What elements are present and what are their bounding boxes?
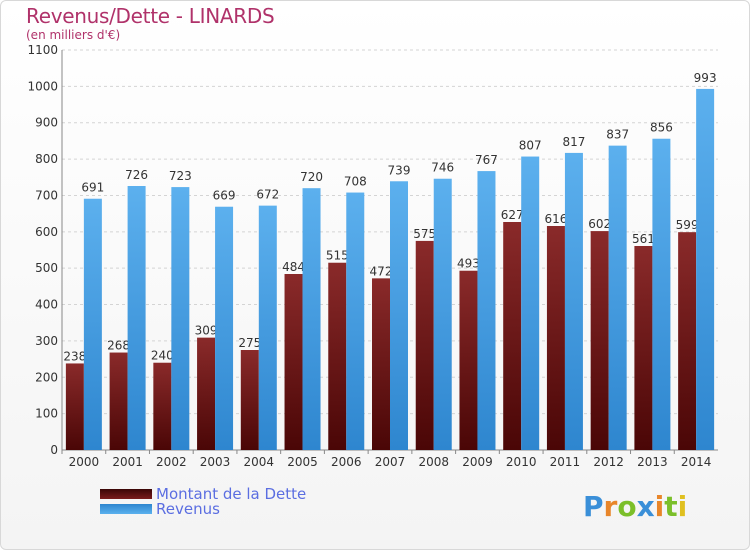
y-tick-label: 600 <box>35 225 58 239</box>
bar-dette <box>153 362 172 450</box>
x-tick-label: 2004 <box>244 455 275 469</box>
bar-revenus <box>696 88 715 450</box>
data-label-dette: 275 <box>238 336 261 350</box>
data-label-revenus: 726 <box>125 168 148 182</box>
x-tick-label: 2005 <box>287 455 318 469</box>
bar-dette <box>503 222 522 450</box>
y-tick-label: 100 <box>35 407 58 421</box>
bar-revenus <box>127 186 146 450</box>
data-label-revenus: 672 <box>256 188 279 202</box>
data-label-revenus: 807 <box>519 139 542 153</box>
x-tick-label: 2014 <box>681 455 712 469</box>
data-label-revenus: 720 <box>300 170 323 184</box>
data-label-dette: 602 <box>588 217 611 231</box>
data-label-dette: 484 <box>282 260 305 274</box>
bar-dette <box>634 246 653 450</box>
bar-dette <box>109 352 128 450</box>
legend: Montant de la Dette Revenus <box>100 484 307 518</box>
y-tick-label: 800 <box>35 152 58 166</box>
chart-title: Revenus/Dette - LINARDS <box>26 4 275 28</box>
x-tick-label: 2006 <box>331 455 362 469</box>
x-tick-label: 2009 <box>462 455 493 469</box>
bar-revenus <box>390 181 408 451</box>
bar-dette <box>590 231 609 450</box>
data-label-dette: 309 <box>195 324 218 338</box>
data-label-revenus: 767 <box>475 153 498 167</box>
bar-dette <box>284 274 303 450</box>
data-label-dette: 561 <box>632 232 655 246</box>
bar-revenus <box>652 138 671 450</box>
bar-revenus <box>608 145 627 451</box>
x-tick-label: 2003 <box>200 455 231 469</box>
bar-revenus <box>564 152 583 450</box>
y-tick-label: 300 <box>35 334 58 348</box>
x-tick-label: 2012 <box>593 455 624 469</box>
chart-subtitle: (en milliers d'€) <box>26 28 121 42</box>
data-label-dette: 575 <box>413 227 436 241</box>
x-tick-label: 2007 <box>375 455 406 469</box>
legend-label-dette: Montant de la Dette <box>156 484 307 503</box>
bar-dette <box>678 232 697 450</box>
data-label-revenus: 817 <box>562 135 585 149</box>
bar-revenus <box>258 205 277 450</box>
data-label-revenus: 837 <box>606 128 629 142</box>
y-tick-label: 500 <box>35 261 58 275</box>
legend-swatch-dette <box>100 488 152 499</box>
x-tick-label: 2001 <box>112 455 143 469</box>
bar-revenus <box>302 188 321 450</box>
data-label-revenus: 691 <box>81 181 104 195</box>
y-tick-label: 0 <box>50 443 58 457</box>
bar-revenus <box>215 206 234 450</box>
data-label-revenus: 669 <box>213 189 236 203</box>
data-label-revenus: 708 <box>344 175 367 189</box>
legend-item-revenus: Revenus <box>100 499 306 518</box>
data-label-dette: 599 <box>676 218 699 232</box>
bar-revenus <box>346 192 365 450</box>
data-label-dette: 515 <box>326 249 349 263</box>
proxiti-logo: Proxiti <box>583 490 688 523</box>
data-label-revenus: 723 <box>169 169 192 183</box>
data-label-dette: 268 <box>107 339 130 353</box>
y-tick-label: 1100 <box>27 43 58 57</box>
bar-revenus <box>521 156 540 450</box>
data-label-dette: 627 <box>501 208 524 222</box>
y-tick-label: 700 <box>35 188 58 202</box>
bar-dette <box>328 262 347 450</box>
x-tick-label: 2011 <box>550 455 581 469</box>
bar-dette <box>546 226 565 450</box>
x-tick-label: 2008 <box>418 455 449 469</box>
bar-dette <box>197 337 216 450</box>
data-label-dette: 493 <box>457 257 480 271</box>
y-tick-label: 400 <box>35 298 58 312</box>
data-label-revenus: 856 <box>650 121 673 135</box>
data-label-revenus: 739 <box>388 163 411 177</box>
y-tick-label: 1000 <box>27 79 58 93</box>
data-label-dette: 616 <box>544 212 567 226</box>
y-tick-label: 900 <box>35 116 58 130</box>
data-label-dette: 472 <box>370 264 393 278</box>
bar-revenus <box>83 198 102 450</box>
bar-revenus <box>477 171 496 450</box>
bar-dette <box>240 350 259 450</box>
bar-dette <box>415 240 434 450</box>
bar-dette <box>65 363 84 450</box>
bar-dette <box>459 270 478 450</box>
x-tick-label: 2000 <box>69 455 100 469</box>
data-label-revenus: 993 <box>694 71 717 85</box>
legend-item-dette: Montant de la Dette <box>100 484 307 503</box>
data-label-dette: 240 <box>151 349 174 363</box>
y-tick-label: 200 <box>35 370 58 384</box>
x-tick-label: 2013 <box>637 455 668 469</box>
legend-label-revenus: Revenus <box>156 499 220 518</box>
bar-dette <box>372 278 390 450</box>
x-tick-label: 2010 <box>506 455 537 469</box>
legend-swatch-revenus <box>100 503 152 514</box>
bar-revenus <box>171 187 190 450</box>
bar-revenus <box>433 178 452 450</box>
data-label-dette: 238 <box>63 349 86 363</box>
data-label-revenus: 746 <box>431 161 454 175</box>
x-tick-label: 2002 <box>156 455 187 469</box>
